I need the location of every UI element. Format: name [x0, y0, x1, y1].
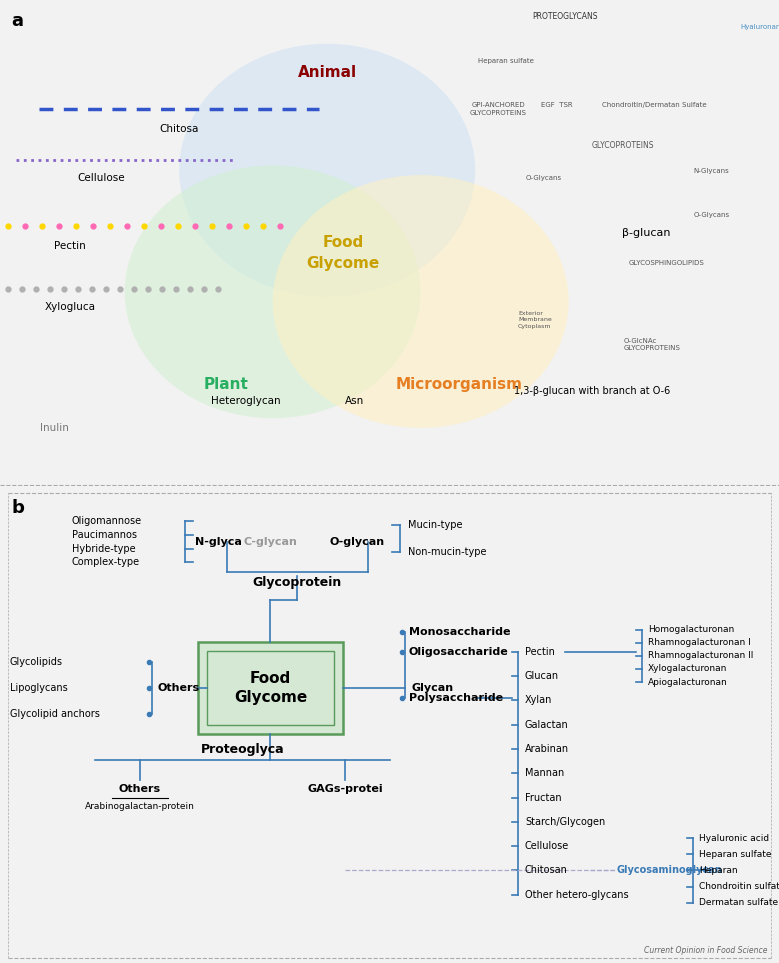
Text: Heparan sulfate: Heparan sulfate	[699, 850, 771, 859]
Text: Galactan: Galactan	[525, 719, 569, 730]
Text: Homogalacturonan: Homogalacturonan	[648, 625, 735, 635]
Text: Inulin: Inulin	[40, 423, 69, 433]
Ellipse shape	[125, 166, 421, 418]
Text: C-glycan: C-glycan	[243, 536, 297, 547]
Text: a: a	[12, 13, 23, 30]
Text: Glycome: Glycome	[234, 690, 307, 705]
Text: Glycolipids: Glycolipids	[10, 657, 63, 667]
Text: Heparan sulfate: Heparan sulfate	[478, 59, 534, 65]
Text: Food
Glycome: Food Glycome	[306, 235, 379, 271]
Text: Heparan: Heparan	[699, 866, 738, 875]
Text: Rhamnogalacturonan II: Rhamnogalacturonan II	[648, 651, 753, 661]
Text: β-glucan: β-glucan	[622, 228, 671, 239]
Text: Microorganism: Microorganism	[396, 377, 523, 392]
Text: Glycosaminoglycan: Glycosaminoglycan	[617, 866, 723, 875]
Text: b: b	[12, 500, 25, 517]
Text: Fructan: Fructan	[525, 793, 562, 802]
Text: Mannan: Mannan	[525, 768, 564, 778]
Text: Rhamnogalacturonan I: Rhamnogalacturonan I	[648, 638, 751, 647]
Text: Non-mucin-type: Non-mucin-type	[408, 547, 487, 557]
Text: Oligomannose: Oligomannose	[72, 516, 142, 527]
Text: Apiogalacturonan: Apiogalacturonan	[648, 678, 728, 687]
Text: Hyaluronic acid: Hyaluronic acid	[699, 834, 769, 843]
Ellipse shape	[179, 43, 475, 297]
Text: Arabinan: Arabinan	[525, 744, 569, 754]
Text: Glucan: Glucan	[525, 671, 559, 681]
Text: Others: Others	[158, 683, 200, 693]
Text: Paucimannos: Paucimannos	[72, 531, 137, 540]
Text: Xylogluca: Xylogluca	[44, 302, 96, 312]
Text: Cellulose: Cellulose	[77, 172, 125, 183]
Text: Monosaccharide: Monosaccharide	[409, 627, 510, 637]
Ellipse shape	[273, 175, 569, 428]
Text: EGF  TSR: EGF TSR	[541, 102, 573, 108]
Text: GPI-ANCHORED
GLYCOPROTEINS: GPI-ANCHORED GLYCOPROTEINS	[470, 102, 527, 116]
Text: Glycolipid anchors: Glycolipid anchors	[10, 709, 100, 719]
Text: Xylan: Xylan	[525, 695, 552, 706]
Text: Polysaccharide: Polysaccharide	[409, 693, 503, 703]
Text: Exterior
Membrane
Cytoplasm: Exterior Membrane Cytoplasm	[518, 311, 552, 328]
Text: Starch/Glycogen: Starch/Glycogen	[525, 817, 605, 827]
Text: Cellulose: Cellulose	[525, 842, 569, 851]
Text: Chondroitin/Dermatan Sulfate: Chondroitin/Dermatan Sulfate	[602, 102, 707, 108]
Text: PROTEOGLYCANS: PROTEOGLYCANS	[532, 13, 597, 21]
Text: GLYCOPROTEINS: GLYCOPROTEINS	[592, 141, 654, 150]
Text: Hybride-type: Hybride-type	[72, 543, 136, 554]
Text: 1,3-β-glucan with branch at O-6: 1,3-β-glucan with branch at O-6	[514, 386, 670, 397]
Text: Dermatan sulfate: Dermatan sulfate	[699, 898, 778, 907]
Text: Glycoprotein: Glycoprotein	[252, 576, 342, 588]
Text: Hyaluronan: Hyaluronan	[740, 24, 779, 30]
Text: Lipoglycans: Lipoglycans	[10, 683, 68, 693]
FancyBboxPatch shape	[198, 642, 343, 734]
Text: Chondroitin sulfate: Chondroitin sulfate	[699, 882, 779, 891]
Text: Pectin: Pectin	[55, 241, 86, 250]
Text: Mucin-type: Mucin-type	[408, 520, 463, 531]
Text: GLYCOSPHINGOLIPIDS: GLYCOSPHINGOLIPIDS	[628, 260, 704, 266]
Text: Complex-type: Complex-type	[72, 557, 140, 566]
Text: Current Opinion in Food Science: Current Opinion in Food Science	[643, 947, 767, 955]
Text: O-GlcNAc
GLYCOPROTEINS: O-GlcNAc GLYCOPROTEINS	[623, 338, 680, 351]
Text: Food: Food	[250, 671, 291, 687]
Text: GAGs-protei: GAGs-protei	[307, 785, 382, 794]
Text: O-Glycans: O-Glycans	[526, 175, 562, 181]
Text: N-Glycans: N-Glycans	[693, 168, 729, 173]
Text: Arabinogalactan-protein: Arabinogalactan-protein	[85, 802, 195, 812]
Text: Proteoglyca: Proteoglyca	[201, 743, 284, 756]
Text: O-Glycans: O-Glycans	[693, 212, 729, 218]
Text: Pectin: Pectin	[525, 647, 555, 657]
Text: O-glycan: O-glycan	[330, 536, 385, 547]
Text: Chitosa: Chitosa	[160, 124, 199, 134]
Text: Other hetero-glycans: Other hetero-glycans	[525, 890, 629, 899]
Text: Oligosaccharide: Oligosaccharide	[409, 647, 509, 657]
Text: N-glyca: N-glyca	[195, 536, 241, 547]
Text: Chitosan: Chitosan	[525, 866, 568, 875]
Text: Heteroglycan: Heteroglycan	[210, 396, 280, 406]
Text: Others: Others	[119, 785, 161, 794]
Text: Asn: Asn	[345, 396, 364, 406]
Text: Plant: Plant	[203, 377, 249, 392]
Text: Glycan: Glycan	[412, 683, 454, 693]
Text: Animal: Animal	[298, 65, 357, 81]
Text: Xylogalacturonan: Xylogalacturonan	[648, 664, 728, 673]
